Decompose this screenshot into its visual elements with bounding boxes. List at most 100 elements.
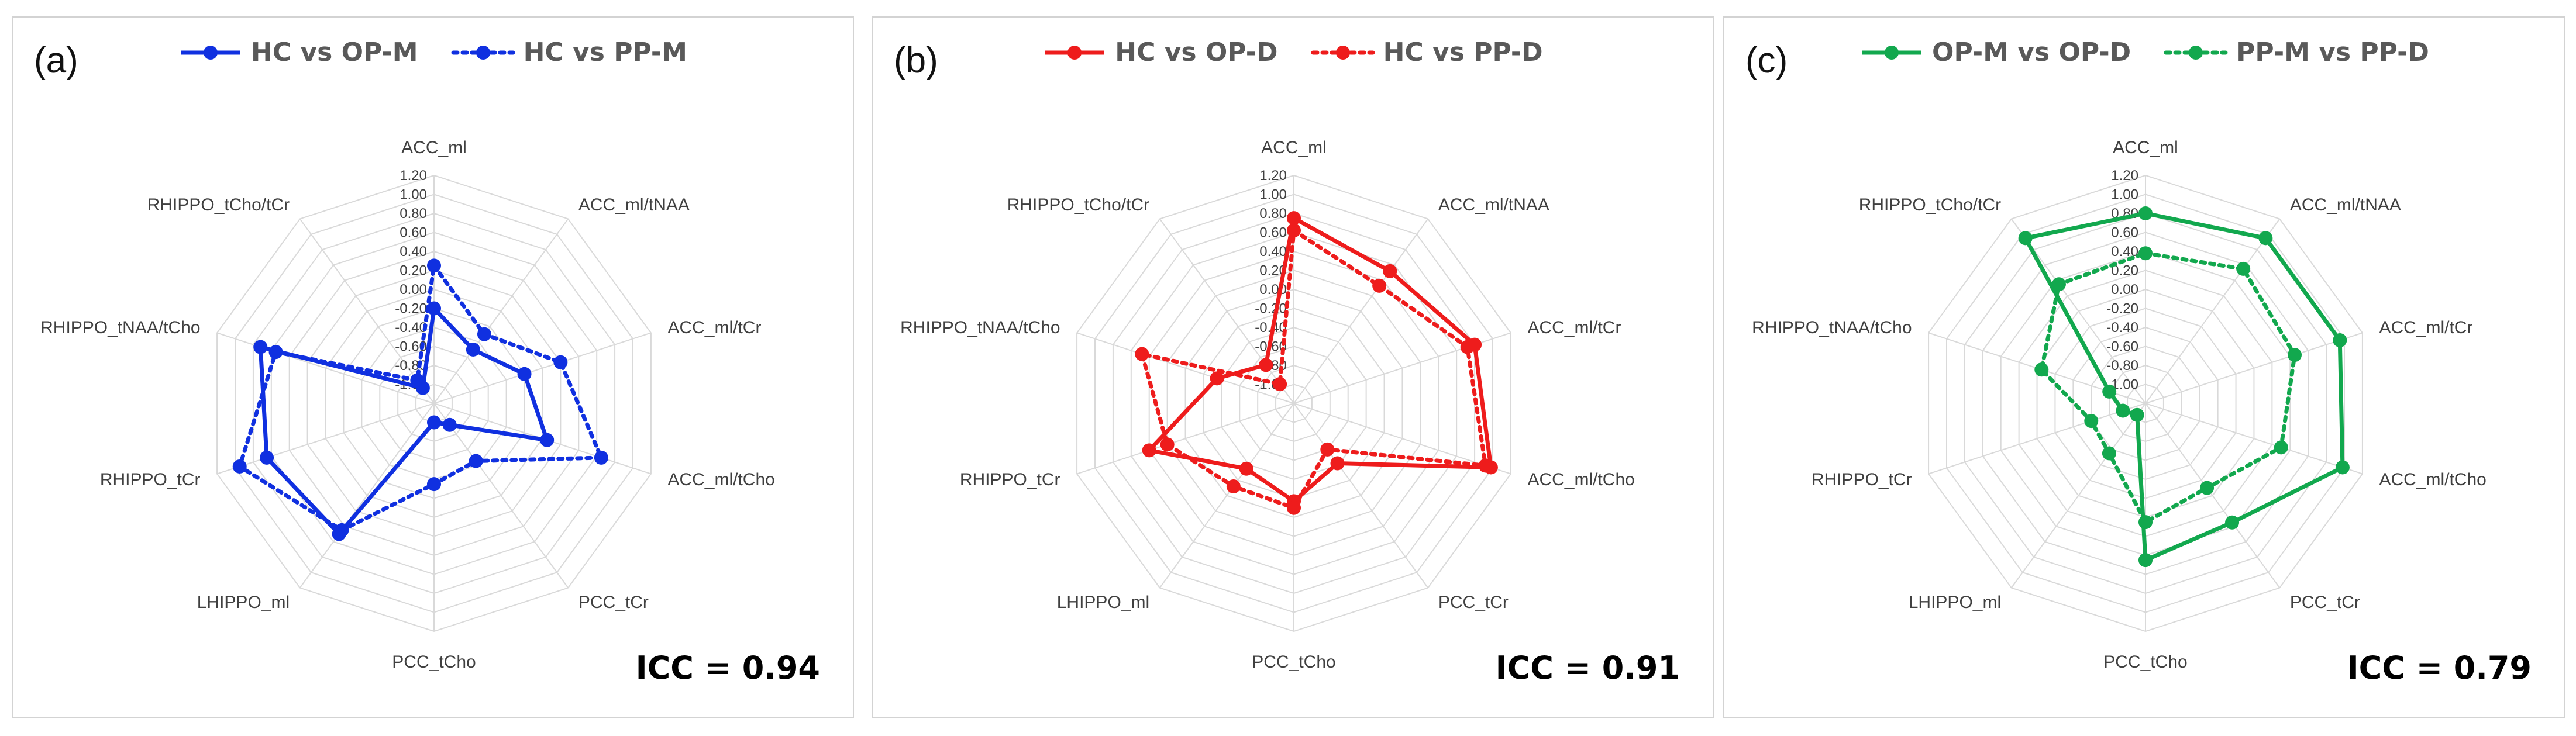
category-label: RHIPPO_tCho/tCr (147, 195, 290, 215)
data-point (268, 345, 283, 360)
axis-tick-label: -0.60 (2106, 339, 2138, 355)
data-point (540, 433, 555, 447)
series-line (2039, 251, 2297, 524)
axis-tick-label: -0.40 (2106, 320, 2138, 336)
grid-spoke (299, 403, 435, 589)
axis-tick-label: 0.20 (400, 263, 427, 279)
data-point (427, 415, 441, 430)
category-label: RHIPPO_tNAA/tCho (900, 318, 1060, 337)
data-point (2034, 362, 2049, 377)
legend-label: PP-M vs PP-D (2236, 37, 2429, 67)
data-point (2138, 553, 2153, 568)
legend-item: OP-M vs OP-D (1859, 37, 2131, 67)
data-point (2138, 515, 2153, 530)
legend: HC vs OP-D HC vs PP-D (873, 37, 1713, 67)
data-point (427, 301, 441, 316)
legend-label: HC vs PP-M (523, 37, 687, 67)
data-point (2225, 515, 2240, 530)
category-label: PCC_tCr (2290, 593, 2360, 612)
grid-spoke (299, 218, 435, 404)
legend: HC vs OP-M HC vs PP-M (13, 37, 853, 67)
data-point (477, 327, 491, 341)
category-label: RHIPPO_tCr (960, 470, 1060, 489)
axis-tick-label: 1.20 (1259, 168, 1287, 184)
data-point (2084, 414, 2099, 429)
category-label: RHIPPO_tCho/tCr (1859, 195, 2001, 215)
radar-chart-a: 1.20 1.00 0.80 0.60 0.40 0.20 0.00 -0.20 -0.40 -0… (40, 138, 775, 672)
legend-marker (204, 45, 218, 60)
legend-marker (1067, 45, 1082, 60)
data-point (2333, 333, 2347, 348)
axis-tick-label: -0.80 (2106, 358, 2138, 374)
axis-tick-label: 1.20 (2111, 168, 2138, 184)
category-label: ACC_ml/tCho (2379, 470, 2486, 489)
legend-swatch (181, 45, 241, 60)
axis-tick-label: -0.20 (395, 301, 427, 317)
category-label: LHIPPO_ml (197, 593, 290, 612)
legend-swatch (1862, 45, 1922, 60)
grid-spoke (2010, 403, 2146, 589)
legend-swatch (1045, 45, 1105, 60)
category-label: RHIPPO_tNAA/tCho (40, 318, 200, 337)
data-point (2274, 440, 2288, 455)
data-point (1226, 479, 1241, 493)
legend-item: HC vs OP-M (178, 37, 418, 67)
axis-tick-label: 0.00 (2111, 282, 2138, 298)
category-label: PCC_tCho (2103, 652, 2187, 672)
axis-tick-label: -0.80 (395, 358, 427, 374)
category-label: PCC_tCr (578, 593, 649, 612)
data-point (1160, 437, 1175, 452)
panel-label: (a) (34, 40, 78, 81)
grid-spoke (1293, 403, 1511, 475)
data-point (517, 367, 532, 381)
grid-spoke (2145, 403, 2363, 475)
radar-panel-b: 1.20 1.00 0.80 0.60 0.40 0.20 0.00 -0.20 -0.40 -0… (872, 16, 1714, 718)
axis-tick-label: 0.60 (400, 225, 427, 241)
grid-spoke (1159, 218, 1294, 404)
icc-annotation: ICC = 0.91 (1495, 649, 1680, 686)
axis-tick-label: 1.00 (1259, 187, 1287, 203)
legend-label: HC vs OP-M (251, 37, 418, 67)
data-point (1287, 211, 1301, 226)
legend-marker (1335, 45, 1350, 60)
category-label: ACC_ml (2113, 138, 2178, 157)
data-point (2138, 246, 2153, 261)
category-label: PCC_tCr (1438, 593, 1509, 612)
category-label: LHIPPO_ml (1909, 593, 2001, 612)
data-point (1287, 223, 1301, 238)
data-point (2102, 384, 2117, 399)
legend-swatch (2164, 45, 2228, 60)
category-label: ACC_ml/tNAA (1438, 195, 1549, 215)
grid-spoke (1293, 403, 1429, 589)
data-point (253, 340, 268, 354)
data-point (594, 450, 608, 465)
data-point (466, 342, 480, 357)
axis-tick-label: 1.20 (400, 168, 427, 184)
grid-spoke (2145, 218, 2281, 404)
category-label: PCC_tCho (392, 652, 476, 672)
data-point (2288, 348, 2302, 362)
grid-spoke (2145, 332, 2363, 404)
data-point (1239, 461, 1253, 476)
category-label: ACC_ml (401, 138, 467, 157)
legend-item: HC vs OP-D (1042, 37, 1278, 67)
panel-label: (c) (1745, 40, 1788, 81)
data-point (2102, 446, 2116, 461)
category-label: ACC_ml (1261, 138, 1327, 157)
data-point (2335, 460, 2350, 475)
data-point (1372, 278, 1387, 293)
category-label: ACC_ml/tCho (667, 470, 774, 489)
grid-spoke (216, 332, 435, 404)
data-point (2236, 261, 2251, 276)
grid-spoke (1076, 332, 1294, 404)
data-point (1320, 442, 1335, 457)
data-point (1383, 264, 1397, 278)
category-label: ACC_ml/tNAA (2290, 195, 2401, 215)
axis-tick-label: -0.20 (1255, 301, 1287, 317)
category-label: ACC_ml/tCr (1527, 318, 1621, 337)
grid-spoke (433, 332, 652, 404)
grid-spoke (1928, 403, 2146, 475)
icc-annotation: ICC = 0.79 (2347, 649, 2532, 686)
data-point (1259, 358, 1273, 372)
legend-marker (1885, 45, 1899, 60)
